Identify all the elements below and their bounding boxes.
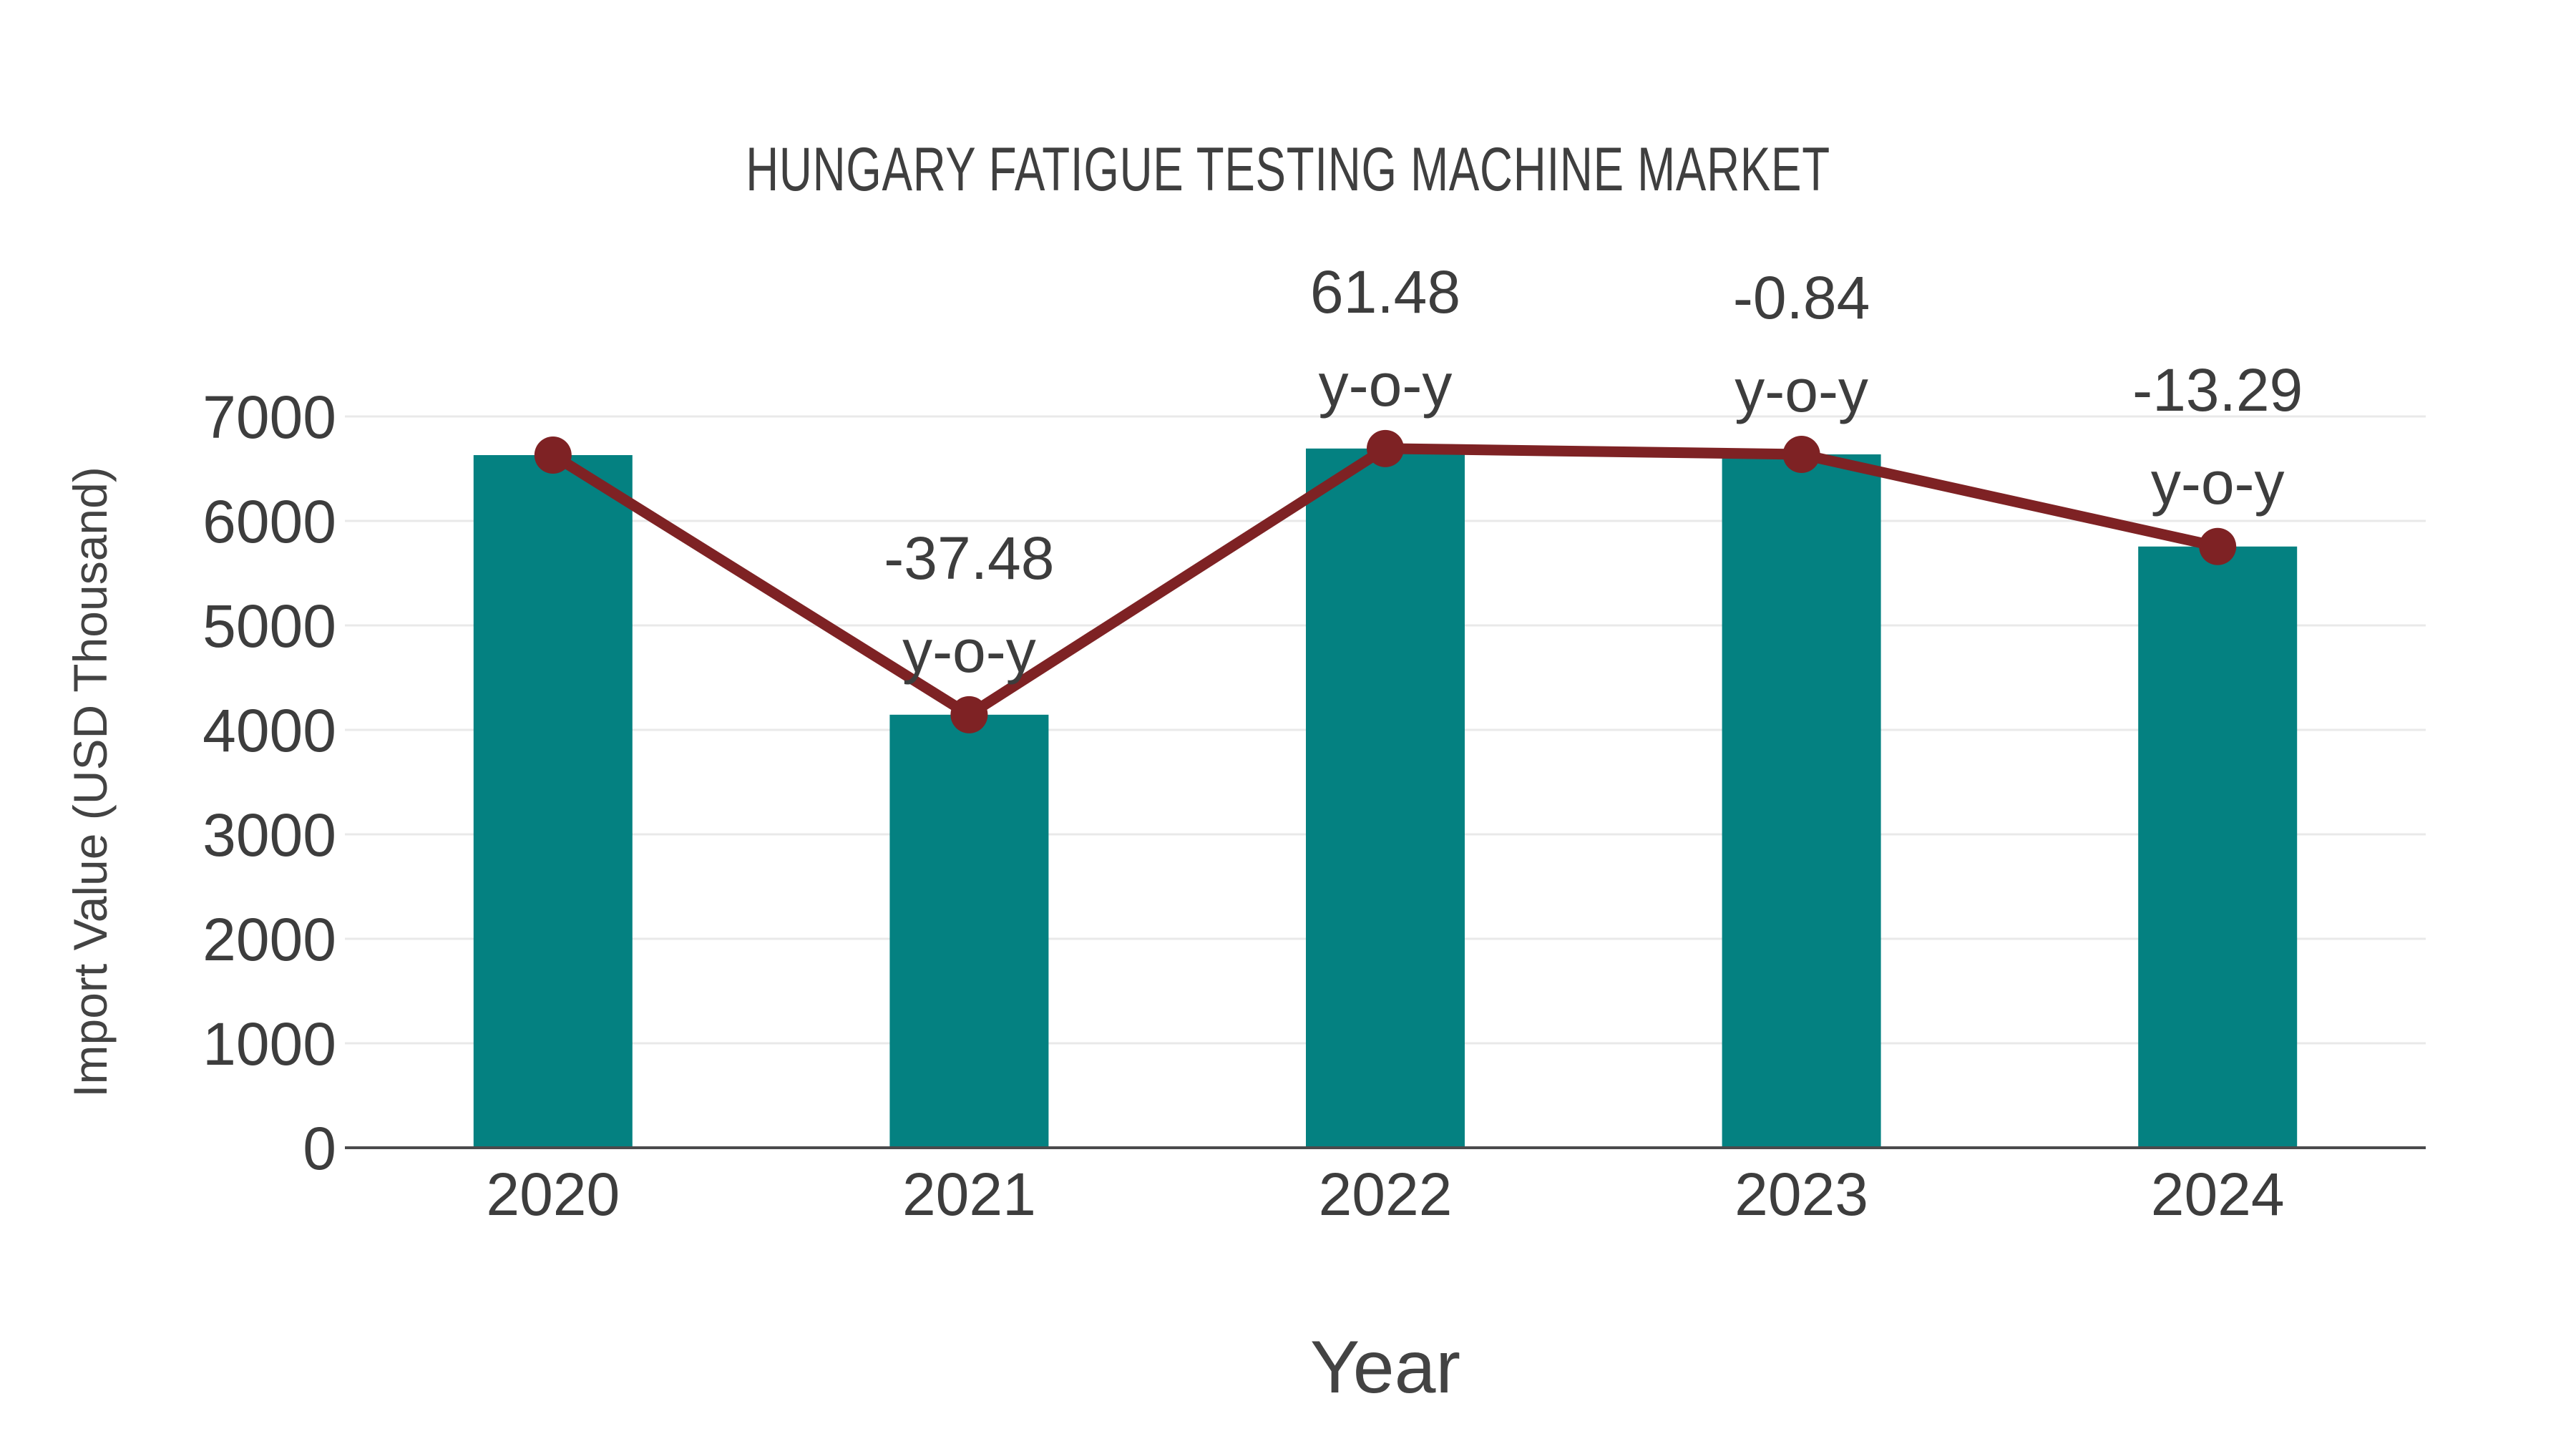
- bar-2022: [1306, 448, 1465, 1148]
- annotation-suffix: y-o-y: [1319, 351, 1453, 419]
- annotation-suffix: y-o-y: [1735, 357, 1868, 424]
- y-tick-label: 7000: [203, 384, 336, 451]
- marker-2020: [534, 436, 572, 474]
- marker-2021: [950, 696, 988, 733]
- annotation-value: -13.29: [2132, 356, 2303, 424]
- y-tick-label: 5000: [203, 592, 336, 660]
- marker-2024: [2199, 527, 2237, 565]
- annotation-suffix: y-o-y: [2151, 449, 2285, 517]
- bar-2020: [473, 455, 633, 1148]
- x-axis-title: Year: [1309, 1326, 1461, 1409]
- x-tick-label: 2022: [1319, 1161, 1453, 1228]
- bar-2024: [2138, 546, 2298, 1148]
- chart-title: HUNGARY FATIGUE TESTING MACHINE MARKET: [746, 135, 1830, 204]
- marker-2022: [1367, 429, 1404, 467]
- annotation-value: 61.48: [1310, 258, 1460, 326]
- x-tick-label: 2021: [902, 1161, 1036, 1228]
- y-tick-label: 6000: [203, 488, 336, 555]
- bar-2023: [1722, 454, 1881, 1148]
- y-tick-label: 2000: [203, 906, 336, 973]
- y-tick-label: 0: [303, 1115, 336, 1182]
- x-tick-label: 2024: [2151, 1161, 2285, 1228]
- x-tick-label: 2020: [486, 1161, 620, 1228]
- bar-2021: [889, 714, 1049, 1148]
- x-tick-label: 2023: [1735, 1161, 1868, 1228]
- marker-2023: [1782, 435, 1820, 473]
- annotation-value: -37.48: [884, 525, 1054, 592]
- y-tick-label: 1000: [203, 1010, 336, 1078]
- y-tick-label: 4000: [203, 697, 336, 764]
- annotation-value: -0.84: [1733, 264, 1870, 331]
- annotation-suffix: y-o-y: [902, 618, 1036, 685]
- y-tick-label: 3000: [203, 801, 336, 869]
